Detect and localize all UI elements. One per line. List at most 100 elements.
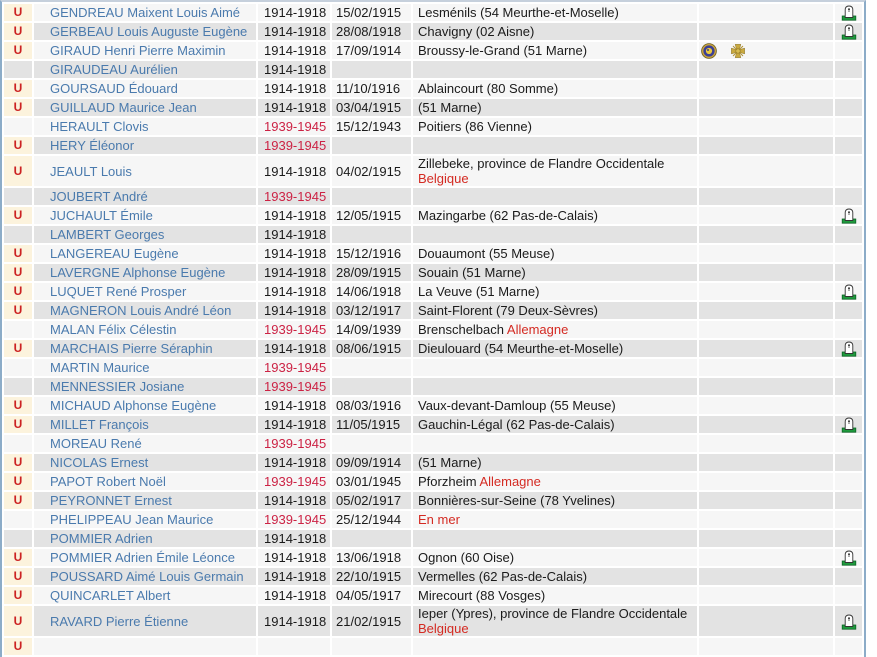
record-link[interactable]: MALAN Félix Célestin (50, 322, 177, 338)
table-row: POMMIER Adrien 1914-1918 (4, 530, 862, 548)
gravestone-icon[interactable] (840, 613, 858, 630)
record-link[interactable]: RAVARD Pierre Étienne (50, 613, 189, 629)
gravestone-icon[interactable] (840, 23, 858, 40)
table-row: LAMBERT Georges 1914-1918 (4, 226, 862, 244)
u-flag: U (13, 5, 23, 20)
cell-death-date: 15/02/1915 (332, 4, 411, 22)
cell-medals (699, 42, 833, 60)
table-row: MOREAU René 1939-1945 (4, 435, 862, 453)
record-link[interactable]: MARTIN Maurice (50, 360, 150, 376)
record-link[interactable]: PHELIPPEAU Jean Maurice (50, 512, 214, 528)
record-link[interactable]: MENNESSIER Josiane (50, 379, 185, 395)
gravestone-icon[interactable] (840, 4, 858, 21)
cell-war-period: 1914-1918 (258, 156, 330, 187)
record-link[interactable]: POMMIER Adrien (50, 531, 153, 547)
cell-medals (699, 188, 833, 206)
record-link[interactable]: GERBEAU Louis Auguste Eugène (50, 24, 248, 40)
record-link[interactable]: MOREAU René (50, 436, 142, 452)
record-link[interactable]: PAPOT Robert Noël (50, 474, 166, 490)
cell-grave-photo (835, 207, 862, 225)
cell-death-date: 05/02/1917 (332, 492, 411, 510)
table-row: U LANGEREAU Eugène 1914-1918 15/12/1916 Doua… (4, 245, 862, 263)
cell-war-period: 1914-1918 (258, 226, 330, 244)
cell-medals (699, 156, 833, 187)
cell-u-flag (4, 359, 32, 377)
cell-u-flag: U (4, 42, 32, 60)
record-link[interactable]: JOUBERT André (50, 189, 148, 205)
death-country: Belgique (418, 621, 469, 637)
death-place: Mirecourt (88 Vosges) (418, 588, 546, 604)
cell-grave-photo (835, 473, 862, 491)
record-link[interactable]: NICOLAS Ernest (50, 455, 149, 471)
cell-grave-photo (835, 549, 862, 567)
cell-grave-photo (835, 606, 862, 637)
record-link[interactable]: LANGEREAU Eugène (50, 246, 179, 262)
record-link[interactable]: JEAULT Louis (50, 163, 132, 179)
cell-name: GIRAUDEAU Aurélien (34, 61, 256, 79)
u-flag: U (13, 455, 23, 470)
cell-war-period: 1914-1918 (258, 61, 330, 79)
gravestone-icon[interactable] (840, 340, 858, 357)
cell-death-date: 28/09/1915 (332, 264, 411, 282)
death-place: Ieper (Ypres), province de Flandre Occid… (418, 606, 688, 622)
record-link[interactable]: MARCHAIS Pierre Séraphin (50, 341, 213, 357)
war-period: 1914-1918 (264, 531, 327, 547)
cell-name: GENDREAU Maixent Louis Aimé (34, 4, 256, 22)
table-row: U MICHAUD Alphonse Eugène 1914-1918 08/03/1… (4, 397, 862, 415)
table-row: U MARCHAIS Pierre Séraphin 1914-1918 08/06/… (4, 340, 862, 358)
record-link[interactable]: GOURSAUD Édouard (50, 81, 178, 97)
cell-u-flag: U (4, 549, 32, 567)
table-row: JOUBERT André 1939-1945 (4, 188, 862, 206)
cell-war-period: 1914-1918 (258, 340, 330, 358)
cell-war-period: 1914-1918 (258, 245, 330, 263)
death-date: 15/12/1916 (336, 246, 402, 262)
record-link[interactable]: LUQUET René Prosper (50, 284, 187, 300)
record-link[interactable]: POUSSARD Aimé Louis Germain (50, 569, 244, 585)
u-flag: U (13, 43, 23, 58)
record-link[interactable]: PEYRONNET Ernest (50, 493, 172, 509)
cell-medals (699, 397, 833, 415)
u-flag: U (13, 474, 23, 489)
record-link[interactable]: POMMIER Adrien Émile Léonce (50, 550, 235, 566)
record-link[interactable]: GIRAUDEAU Aurélien (50, 62, 178, 78)
war-period: 1914-1918 (264, 163, 327, 179)
gravestone-icon[interactable] (840, 207, 858, 224)
cell-name: GOURSAUD Édouard (34, 80, 256, 98)
u-flag: U (13, 398, 23, 413)
record-link[interactable]: MILLET François (50, 417, 149, 433)
death-date: 05/02/1917 (336, 493, 402, 509)
cell-grave-photo (835, 359, 862, 377)
record-link[interactable]: MAGNERON Louis André Léon (50, 303, 232, 319)
table-row: U NICOLAS Ernest 1914-1918 09/09/1914 (51 Ma… (4, 454, 862, 472)
record-link[interactable]: HERAULT Clovis (50, 119, 149, 135)
record-link[interactable]: HERY Éléonor (50, 138, 135, 154)
war-period: 1939-1945 (264, 138, 327, 154)
cell-u-flag: U (4, 80, 32, 98)
cell-death-date: 03/04/1915 (332, 99, 411, 117)
gravestone-icon[interactable] (840, 416, 858, 433)
cell-death-date: 14/09/1939 (332, 321, 411, 339)
cell-death-date: 22/10/1915 (332, 568, 411, 586)
cell-death-place (413, 61, 697, 79)
record-link[interactable]: LAVERGNE Alphonse Eugène (50, 265, 226, 281)
cell-grave-photo (835, 378, 862, 396)
cell-u-flag: U (4, 4, 32, 22)
record-link[interactable]: GIRAUD Henri Pierre Maximin (50, 43, 226, 59)
death-place: Gauchin-Légal (62 Pas-de-Calais) (418, 417, 615, 433)
record-link[interactable]: GENDREAU Maixent Louis Aimé (50, 5, 241, 21)
record-link[interactable]: GUILLAUD Maurice Jean (50, 100, 197, 116)
gravestone-icon[interactable] (840, 549, 858, 567)
record-link[interactable]: QUINCARLET Albert (50, 588, 171, 604)
record-link[interactable]: LAMBERT Georges (50, 227, 165, 243)
record-link[interactable]: JUCHAULT Émile (50, 208, 153, 224)
cell-name: JUCHAULT Émile (34, 207, 256, 225)
u-flag: U (13, 341, 23, 356)
cell-grave-photo (835, 638, 862, 656)
cell-u-flag: U (4, 245, 32, 263)
cell-medals (699, 530, 833, 548)
cell-name: GUILLAUD Maurice Jean (34, 99, 256, 117)
gravestone-icon[interactable] (840, 283, 858, 300)
cell-war-period (258, 638, 330, 656)
record-link[interactable]: MICHAUD Alphonse Eugène (50, 398, 217, 414)
cell-medals (699, 283, 833, 301)
